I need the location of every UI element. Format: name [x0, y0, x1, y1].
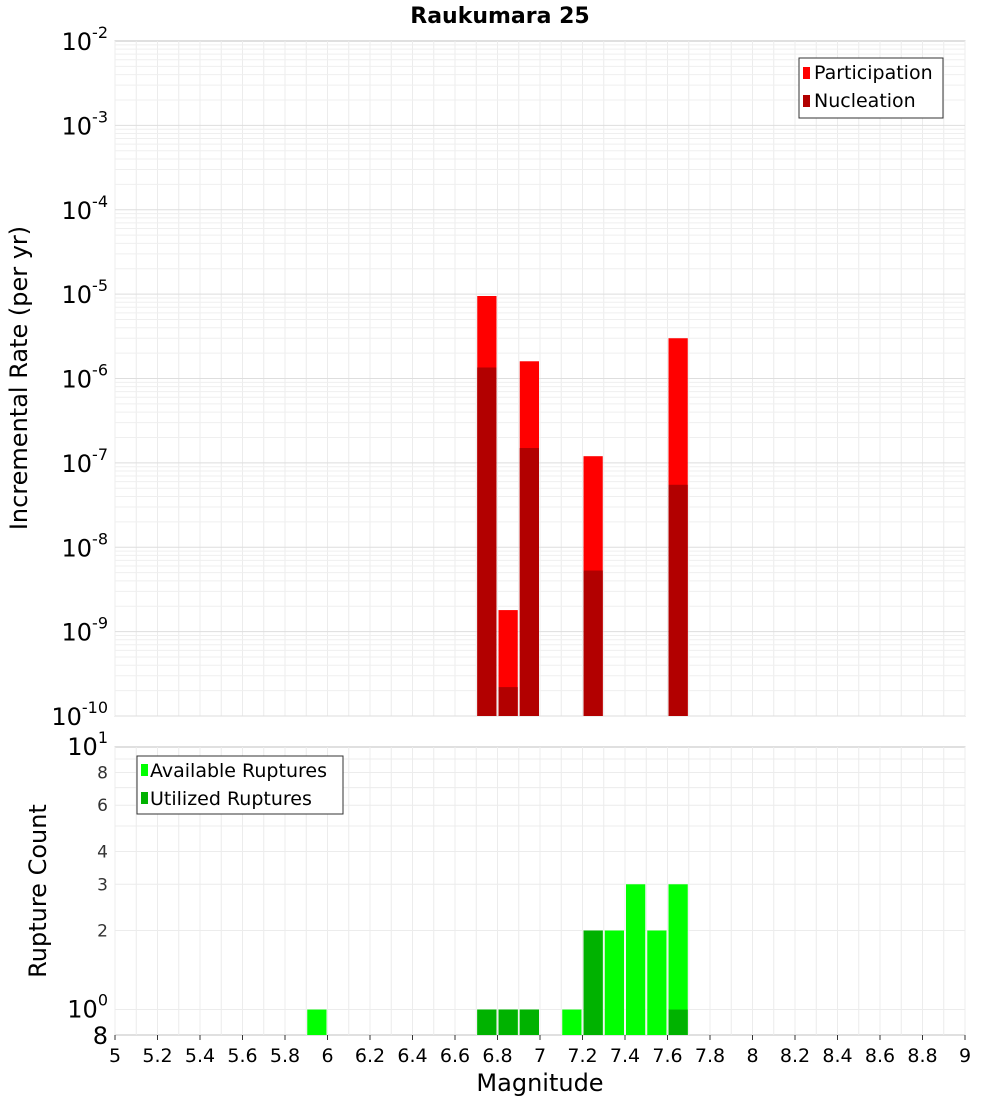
count-legend-box — [136, 755, 344, 815]
count-y-tick-label: 3 — [97, 875, 108, 895]
count-y-major-tick-label: 100 — [67, 991, 108, 1024]
x-tick-label: 7.4 — [610, 1045, 640, 1067]
x-tick-label: 8.8 — [907, 1045, 937, 1067]
legend-nucleation-swatch — [803, 95, 810, 107]
nucleation-bar — [498, 687, 518, 716]
count-bars — [307, 884, 688, 1035]
x-tick-label: 7 — [534, 1045, 546, 1067]
utilized-bar — [519, 1009, 539, 1035]
available-bar — [647, 930, 667, 1035]
available-bar — [668, 884, 688, 1035]
x-tick-label: 8.6 — [865, 1045, 895, 1067]
utilized-bar — [477, 1009, 497, 1035]
rate-y-tick-label: 10-8 — [62, 529, 109, 562]
legend-nucleation-label: Nucleation — [814, 90, 916, 112]
count-y-tick-label: 8 — [97, 763, 108, 783]
rate-y-tick-label: 10-2 — [62, 23, 109, 56]
x-tick-label: 5.4 — [185, 1045, 215, 1067]
rate-grid — [114, 41, 966, 717]
count-y-axis-label: Rupture Count — [24, 804, 52, 978]
x-tick-label: 5 — [109, 1045, 121, 1067]
rate-y-tick-label: 10-3 — [62, 107, 109, 140]
count-x-ticks: 5 5.2 5.4 5.6 5.8 6 6.2 6.4 6.6 6.8 7 7.2 7.4 7.6 7.8 8… — [109, 1035, 971, 1067]
utilized-bar — [498, 1009, 518, 1035]
rate-legend-box — [798, 57, 944, 119]
rate-y-tick-label: 10-5 — [62, 276, 109, 309]
x-tick-label: 6.4 — [397, 1045, 427, 1067]
x-tick-label: 8.4 — [822, 1045, 852, 1067]
rate-legend: Participation Nucleation — [798, 57, 944, 119]
nucleation-bar — [519, 448, 539, 716]
legend-utilized-swatch — [141, 792, 148, 804]
x-tick-label: 9 — [959, 1045, 971, 1067]
count-y-tick-label: 2 — [97, 922, 108, 942]
nucleation-bar — [583, 570, 603, 716]
rate-y-axis-label: Incremental Rate (per yr) — [5, 226, 33, 530]
available-bar — [307, 1009, 327, 1035]
rate-panel: 10-10 10-9 10-8 10-7 10-6 10-5 10-4 10-3 10-2 In… — [5, 23, 966, 731]
available-bar — [562, 1009, 582, 1035]
x-tick-label: 5.6 — [227, 1045, 257, 1067]
x-axis-label: Magnitude — [476, 1069, 603, 1097]
legend-available-swatch — [141, 764, 148, 776]
x-tick-label: 7.2 — [567, 1045, 597, 1067]
count-legend: Available Ruptures Utilized Ruptures — [136, 755, 344, 815]
rate-y-ticks: 10-10 10-9 10-8 10-7 10-6 10-5 10-4 10-3 10-2 — [51, 23, 108, 731]
count-y-bottom-tick-label: 8 — [93, 1022, 108, 1050]
count-y-tick-label: 4 — [97, 842, 108, 862]
x-tick-label: 8 — [746, 1045, 758, 1067]
x-tick-label: 7.6 — [652, 1045, 682, 1067]
nucleation-bar — [477, 367, 497, 716]
legend-participation-swatch — [803, 67, 810, 79]
count-y-tick-label: 6 — [97, 796, 108, 816]
legend-available-label: Available Ruptures — [150, 760, 327, 782]
x-tick-label: 8.2 — [780, 1045, 810, 1067]
legend-participation-label: Participation — [814, 62, 933, 84]
x-tick-label: 6 — [321, 1045, 333, 1067]
x-tick-label: 6.6 — [440, 1045, 470, 1067]
available-bar — [604, 930, 624, 1035]
rate-y-tick-label: 10-9 — [62, 614, 109, 647]
utilized-bar — [583, 930, 603, 1035]
count-y-major-tick-label: 101 — [67, 728, 108, 761]
x-tick-label: 5.8 — [270, 1045, 300, 1067]
rate-y-tick-label: 10-6 — [62, 361, 109, 394]
nucleation-bar — [668, 484, 688, 716]
available-bar — [626, 884, 646, 1035]
rate-y-tick-label: 10-7 — [62, 445, 109, 478]
legend-utilized-label: Utilized Ruptures — [150, 788, 312, 810]
rate-y-tick-label: 10-10 — [51, 698, 108, 731]
rate-y-tick-label: 10-4 — [62, 192, 109, 225]
x-tick-label: 5.2 — [142, 1045, 172, 1067]
x-tick-label: 7.8 — [695, 1045, 725, 1067]
chart-title: Raukumara 25 — [410, 4, 589, 29]
x-tick-label: 6.2 — [355, 1045, 385, 1067]
utilized-bar — [668, 1009, 688, 1035]
rate-bars — [477, 296, 688, 716]
x-tick-label: 6.8 — [482, 1045, 512, 1067]
